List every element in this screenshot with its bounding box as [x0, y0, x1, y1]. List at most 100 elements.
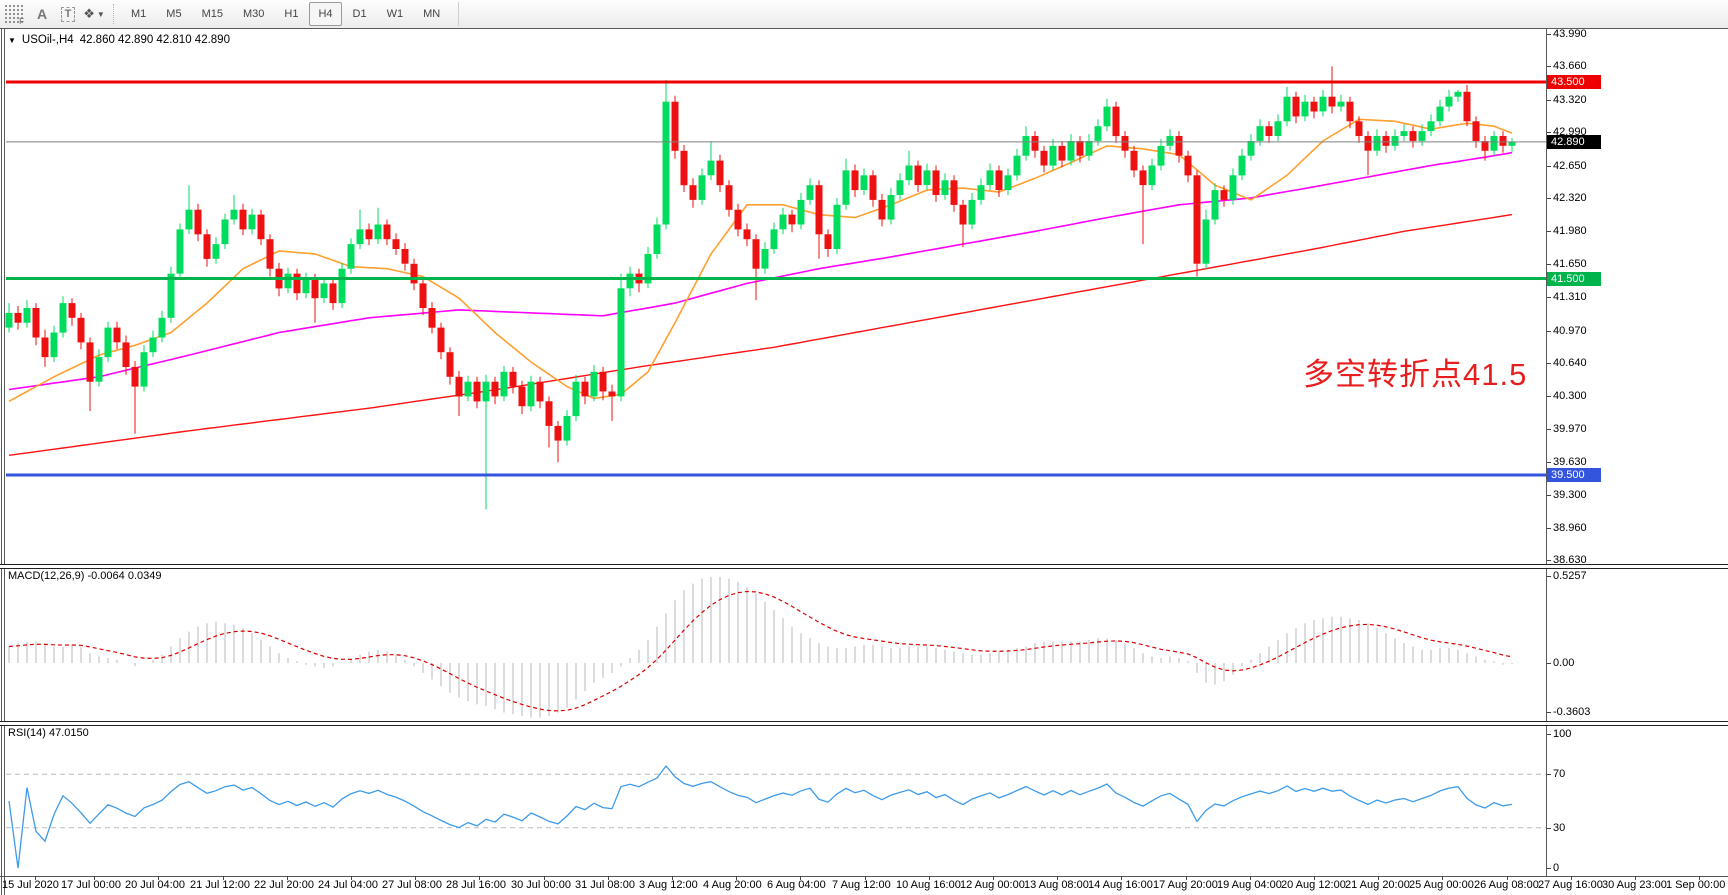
candle-body	[518, 386, 526, 407]
time-axis-label: 21 Aug 20:00	[1345, 879, 1410, 891]
panel-separator-macd[interactable]	[0, 564, 1728, 569]
candle-body	[968, 199, 976, 225]
candle-body	[86, 342, 94, 382]
candle-body	[1112, 106, 1120, 137]
timeframe-button-m5[interactable]: M5	[166, 8, 182, 20]
candle-body	[383, 224, 391, 240]
candle-body	[797, 199, 805, 225]
candle-body	[329, 283, 337, 304]
text-label-tool-button[interactable]: T	[56, 2, 80, 26]
time-axis-tick	[158, 876, 159, 880]
candle-body	[500, 371, 508, 397]
price-axis-tick	[1547, 132, 1551, 134]
time-axis-tick	[1507, 876, 1508, 880]
price-axis-tick	[1547, 66, 1551, 68]
price-axis-tick	[1547, 396, 1551, 398]
candle-body	[167, 273, 175, 318]
panel-separator-rsi[interactable]	[0, 721, 1728, 726]
candle-body	[1202, 219, 1210, 264]
candle-body	[41, 337, 49, 358]
time-axis-tick	[223, 876, 224, 880]
candle-body	[806, 185, 814, 200]
candle-body	[653, 224, 661, 254]
time-axis-label: 17 Aug 20:00	[1153, 879, 1218, 891]
time-axis-tick	[1571, 876, 1572, 880]
timeframe-button-m30[interactable]: M30	[242, 8, 265, 20]
time-axis-label: 15 Jul 2020	[2, 879, 59, 891]
font-tool-button[interactable]: A	[36, 6, 48, 22]
candle-body	[1031, 136, 1039, 151]
timeframe-button-h1[interactable]: H1	[284, 8, 299, 20]
timeframe-button-m1[interactable]: M1	[131, 8, 147, 20]
chart-text-annotation[interactable]: 多空转折点41.5	[1303, 357, 1528, 392]
candle-body	[1373, 136, 1381, 151]
candle-body	[572, 381, 580, 417]
candle-body	[1427, 121, 1435, 132]
candle-body	[1139, 170, 1147, 186]
timeframe-button-d1[interactable]: D1	[352, 8, 367, 20]
candle-body	[680, 150, 688, 186]
time-axis-tick	[1186, 876, 1187, 880]
macd-signal-line	[8, 590, 1513, 712]
time-axis-label: 7 Aug 12:00	[832, 879, 891, 891]
time-axis-tick	[800, 876, 801, 880]
time-axis-label: 27 Aug 16:00	[1538, 879, 1603, 891]
candle-body	[1067, 141, 1075, 161]
time-axis-tick	[287, 876, 288, 880]
candle-body	[338, 268, 346, 304]
candle-body	[545, 401, 553, 426]
candle-body	[284, 273, 292, 289]
chevron-down-icon: ▼	[96, 9, 105, 19]
candle-body	[491, 381, 499, 397]
candle-body	[1157, 145, 1165, 166]
price-axis-label: 39.630	[1553, 456, 1587, 469]
candle-body	[1418, 131, 1426, 141]
candle-body	[905, 165, 913, 181]
candle-body	[1256, 126, 1264, 141]
toolbar-drag-handle-icon[interactable]: F	[3, 5, 25, 26]
time-axis-label: 30 Aug 23:00	[1602, 879, 1667, 891]
macd-axis-tick	[1547, 712, 1551, 713]
candle-body	[752, 239, 760, 269]
chart-title[interactable]: ▼ USOil-,H4 42.860 42.890 42.810 42.890	[8, 34, 230, 46]
timeframe-button-h4[interactable]: H4	[309, 2, 342, 26]
rsi-axis-tick	[1547, 827, 1551, 829]
candle-body	[1490, 136, 1498, 151]
candle-body	[554, 425, 562, 441]
candle-body	[1004, 175, 1012, 190]
candle-body	[176, 229, 184, 274]
timeframe-button-m15[interactable]: M15	[201, 8, 223, 20]
chart-dropdown-icon[interactable]: ▼	[8, 35, 16, 45]
candle-body	[455, 376, 463, 397]
candle-body	[1130, 150, 1138, 171]
candle-body	[1445, 96, 1453, 107]
candle-body	[1319, 96, 1327, 112]
rsi-line	[8, 764, 1513, 869]
candle-body	[851, 170, 859, 191]
time-axis-tick	[1250, 876, 1251, 880]
time-axis-label: 10 Aug 16:00	[896, 879, 961, 891]
candle-body	[1382, 136, 1390, 146]
time-axis-tick	[1635, 876, 1636, 880]
rsi-axis-label: 70	[1553, 768, 1566, 781]
time-axis-tick	[865, 876, 866, 880]
price-axis-label: 43.320	[1553, 93, 1587, 106]
chart-border-left	[1, 29, 2, 895]
rsi-axis-tick	[1547, 734, 1551, 735]
candle-body	[1193, 175, 1201, 264]
candle-body	[1022, 136, 1030, 156]
timeframe-button-mn[interactable]: MN	[423, 8, 441, 20]
candle-body	[842, 170, 850, 205]
price-axis-tick	[1547, 330, 1551, 332]
time-axis-tick	[929, 876, 930, 880]
time-axis-label: 19 Aug 04:00	[1217, 879, 1282, 891]
candle-body	[941, 180, 949, 195]
timeframe-button-w1[interactable]: W1	[386, 8, 404, 20]
time-axis-tick	[1057, 876, 1058, 880]
candle-body	[1463, 91, 1471, 122]
candle-body	[1103, 106, 1111, 127]
styles-tool-button[interactable]: ❖ ▼	[82, 2, 106, 26]
candle-body	[725, 185, 733, 210]
time-axis-tick	[415, 876, 416, 880]
price-axis-label: 39.970	[1553, 422, 1587, 435]
